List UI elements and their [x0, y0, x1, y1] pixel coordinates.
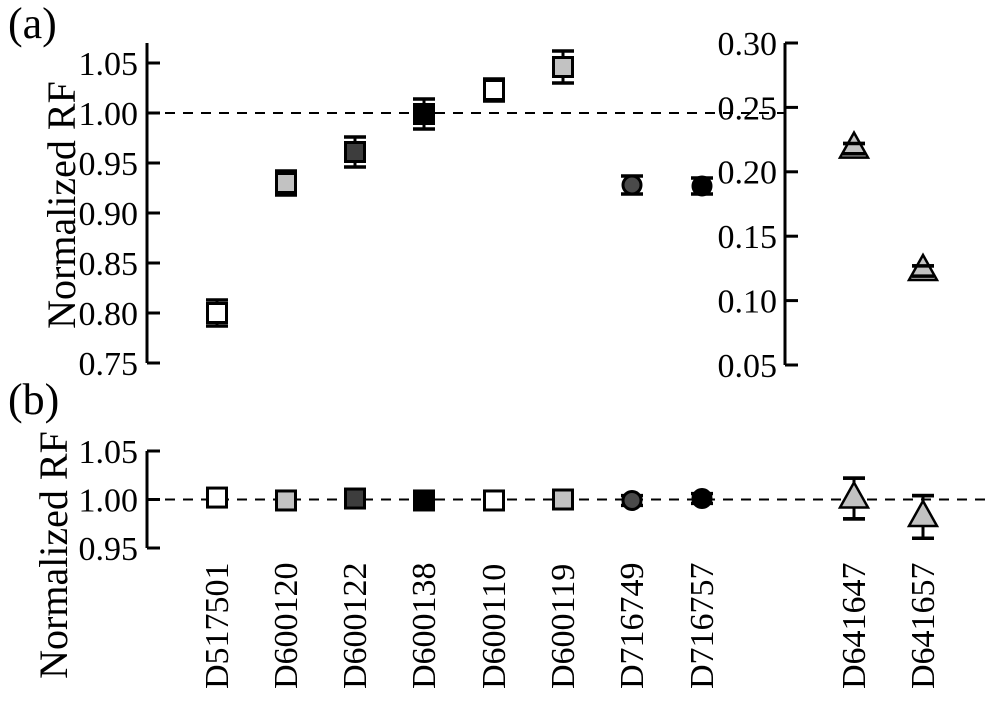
marker-square-D600119-b [552, 488, 574, 511]
panel-b-label: (b) [8, 375, 60, 424]
panel-b-left-tick-label-0.95: 0.95 [79, 531, 139, 568]
panel-b-left-tick-label-1.00: 1.00 [79, 482, 139, 519]
panel-a-left-tick-label-0.75: 0.75 [79, 346, 139, 383]
marker-square-D517501-a [206, 302, 228, 324]
panel-a-left-tick-label-1.05: 1.05 [79, 46, 139, 83]
marker-square-D600138-a [413, 103, 435, 125]
marker-square-D600120-b [275, 489, 297, 512]
panel-a-right-tick-label-0.20: 0.20 [718, 155, 778, 192]
marker-square-D600119-a [552, 56, 574, 78]
panel-a-left-tick-label-0.85: 0.85 [79, 246, 139, 283]
marker-circle-D716757-a [691, 175, 713, 197]
x-axis-label-D600119: D600119 [545, 564, 582, 689]
marker-square-D600120-a [275, 172, 297, 194]
panel-a-left-tick-label-0.80: 0.80 [79, 296, 139, 333]
x-axis-label-D517501: D517501 [199, 562, 236, 689]
marker-square-D600122-a [344, 141, 366, 163]
panel-a-right-tick-label-0.05: 0.05 [718, 348, 778, 385]
panel-a-left-tick-label-1.00: 1.00 [79, 96, 139, 133]
marker-square-D600138-b [413, 489, 435, 512]
panel-a-left-tick-label-0.90: 0.90 [79, 196, 139, 233]
x-axis-label-D641647: D641647 [836, 562, 873, 689]
marker-square-D600122-b [344, 487, 366, 510]
marker-triangle-D641657-b [906, 498, 940, 528]
panel-a-label: (a) [8, 0, 57, 48]
panel-a-right-tick-label-0.10: 0.10 [718, 284, 778, 321]
marker-square-D517501-b [206, 486, 228, 509]
x-axis-label-D716757: D716757 [684, 562, 721, 689]
marker-circle-D716757-b [691, 488, 713, 510]
marker-circle-D716749-b [621, 489, 643, 511]
x-axis-label-D600122: D600122 [337, 562, 374, 689]
panel-a-left-tick-label-0.95: 0.95 [79, 146, 139, 183]
marker-circle-D716749-a [621, 174, 643, 196]
x-axis-label-D600120: D600120 [268, 562, 305, 689]
panel-a-right-tick-label-0.15: 0.15 [718, 219, 778, 256]
marker-square-D600110-a [483, 79, 505, 101]
x-axis-label-D716749: D716749 [614, 562, 651, 689]
marker-triangle-D641647-b [837, 479, 871, 509]
panel-a-right-tick-label-0.30: 0.30 [718, 26, 778, 63]
x-axis-label-D600110: D600110 [476, 564, 513, 689]
x-axis-label-D641657: D641657 [905, 562, 942, 689]
marker-square-D600110-b [483, 489, 505, 512]
panel-b-left-tick-label-1.05: 1.05 [79, 434, 139, 471]
x-axis-label-D600138: D600138 [406, 562, 443, 689]
panel-a-right-tick-label-0.25: 0.25 [718, 90, 778, 127]
